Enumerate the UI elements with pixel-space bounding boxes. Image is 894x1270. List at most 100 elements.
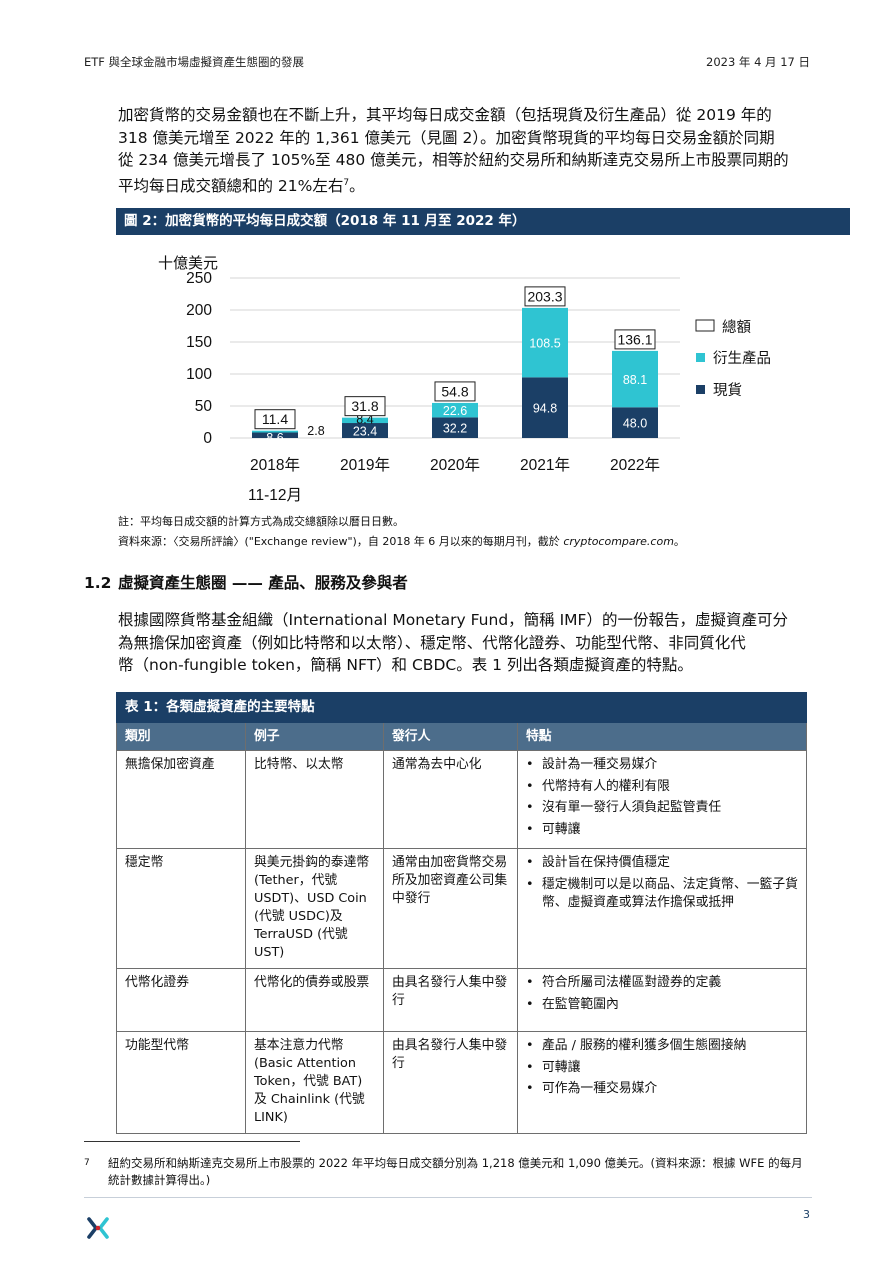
chart-source-end: 。 bbox=[673, 535, 685, 548]
footnote-ref[interactable]: 7 bbox=[343, 177, 350, 188]
chart-source: 資料來源：〈交易所評論〉("Exchange review")，自 2018 年… bbox=[118, 533, 685, 549]
total-label: 136.1 bbox=[617, 331, 652, 347]
bar-derivatives bbox=[432, 402, 478, 418]
intro-paragraph: 加密貨幣的交易金額也在不斷上升，其平均每日成交金額（包括現貨及衍生產品）從 20… bbox=[118, 104, 812, 197]
feature-item: 設計為一種交易媒介 bbox=[526, 756, 798, 774]
data-label-derivatives: 8.4 bbox=[356, 413, 373, 427]
total-label-box bbox=[344, 396, 386, 417]
hkex-logo-icon bbox=[87, 1217, 109, 1239]
bar-derivatives bbox=[342, 417, 388, 424]
feature-item: 在監管範圍內 bbox=[526, 996, 798, 1014]
x-tick-sublabel: 11-12月 bbox=[248, 487, 302, 504]
y-tick-label: 150 bbox=[186, 334, 212, 351]
legend-swatch-total bbox=[695, 319, 715, 332]
feature-item: 穩定機制可以是以商品、法定貨幣、一籃子貨幣、虛擬資產或算法作擔保或抵押 bbox=[526, 876, 798, 912]
legend-label-spot: 現貨 bbox=[713, 382, 742, 399]
legend-swatch-derivatives bbox=[696, 353, 705, 362]
chart-note: 註：平均每日成交額的計算方式為成交總額除以曆日日數。 bbox=[118, 515, 404, 528]
y-tick-label: 100 bbox=[186, 366, 212, 383]
data-label-derivatives: 22.6 bbox=[443, 404, 467, 418]
cell-features: 設計為一種交易媒介 代幣持有人的權利有限 沒有單一發行人須負起監管責任 可轉讓 bbox=[516, 750, 808, 849]
y-unit-label: 十億美元 bbox=[158, 255, 218, 272]
data-label-derivatives: 2.8 bbox=[307, 424, 324, 438]
cell-example: 比特幣、以太幣 bbox=[245, 750, 384, 849]
cell-category: 功能型代幣 bbox=[116, 1031, 246, 1134]
cell-features: 設計旨在保持價值穩定 穩定機制可以是以商品、法定貨幣、一籃子貨幣、虛擬資產或算法… bbox=[516, 848, 808, 969]
bar-derivatives bbox=[522, 307, 568, 378]
feature-item: 代幣持有人的權利有限 bbox=[526, 778, 798, 796]
data-label-derivatives: 88.1 bbox=[623, 373, 647, 387]
bar-spot bbox=[522, 377, 568, 438]
feature-item: 可作為一種交易媒介 bbox=[526, 1080, 798, 1098]
chart-source-site: cryptocompare.com bbox=[563, 535, 674, 548]
legend-label-total: 總額 bbox=[722, 318, 751, 336]
total-label: 54.8 bbox=[441, 383, 468, 399]
section-number: 1.2 bbox=[84, 574, 112, 592]
intro-line-end: 。 bbox=[349, 176, 365, 195]
intro-line-text: 平均每日成交額總和的 21%左右 bbox=[118, 176, 344, 195]
para-line: 根據國際貨幣基金組織（International Monetary Fund，簡… bbox=[118, 611, 788, 629]
cell-issuer: 由具名發行人集中發行 bbox=[383, 968, 518, 1032]
intro-line: 從 234 億美元增長了 105%至 480 億美元，相等於紐約交易所和納斯達克… bbox=[118, 151, 789, 169]
intro-line: 平均每日成交額總和的 21%左右7。 bbox=[118, 172, 812, 198]
bar-chart: 十億美元 0 50 100 150 200 250 8.6 2.8 11.4 2018年 11-12月… bbox=[158, 255, 771, 504]
intro-line: 加密貨幣的交易金額也在不斷上升，其平均每日成交金額（包括現貨及衍生產品）從 20… bbox=[118, 106, 772, 124]
feature-item: 可轉讓 bbox=[526, 1059, 798, 1077]
total-label-box bbox=[524, 286, 566, 307]
bar-spot bbox=[252, 432, 298, 438]
section-title: 虛擬資產生態圈 —— 產品、服務及參與者 bbox=[118, 574, 408, 592]
cell-features: 符合所屬司法權區對證券的定義 在監管範圍內 bbox=[516, 968, 808, 1032]
section-heading: 1.2 虛擬資產生態圈 —— 產品、服務及參與者 bbox=[84, 571, 408, 593]
bar-spot bbox=[342, 423, 388, 438]
footnote-text: 紐約交易所和納斯達克交易所上市股票的 2022 年平均每日成交額分別為 1,21… bbox=[108, 1156, 803, 1187]
cell-features: 產品 / 服務的權利獲多個生態圈接納 可轉讓 可作為一種交易媒介 bbox=[516, 1031, 808, 1134]
feature-item: 符合所屬司法權區對證券的定義 bbox=[526, 974, 798, 992]
bar-derivatives bbox=[252, 430, 298, 433]
y-tick-label: 50 bbox=[195, 398, 213, 415]
footnote-divider bbox=[84, 1141, 300, 1142]
bar-derivatives bbox=[612, 350, 658, 408]
footer-divider bbox=[84, 1197, 812, 1198]
table-title: 表 1：各類虛擬資產的主要特點 bbox=[115, 692, 808, 723]
footnote-number: 7 bbox=[84, 1158, 90, 1168]
x-tick-label: 2020年 bbox=[430, 456, 480, 474]
x-tick-label: 2022年 bbox=[610, 456, 660, 474]
x-tick-label: 2021年 bbox=[520, 456, 570, 474]
running-header-title: ETF 與全球金融市場虛擬資產生態圈的發展 bbox=[84, 55, 305, 69]
cell-example: 與美元掛鈎的泰達幣 (Tether，代號 USDT)、USD Coin (代號 … bbox=[245, 848, 384, 969]
cell-example: 代幣化的債券或股票 bbox=[245, 968, 384, 1032]
y-tick-label: 200 bbox=[186, 302, 212, 319]
feature-item: 沒有單一發行人須負起監管責任 bbox=[526, 799, 798, 817]
feature-item: 可轉讓 bbox=[526, 821, 798, 839]
table-header-category: 類別 bbox=[116, 722, 246, 751]
chart-source-text: 資料來源：〈交易所評論〉("Exchange review")，自 2018 年… bbox=[118, 535, 564, 548]
cell-issuer: 由具名發行人集中發行 bbox=[383, 1031, 518, 1134]
data-label-derivatives: 108.5 bbox=[529, 337, 560, 351]
total-label: 31.8 bbox=[351, 398, 378, 414]
bar-spot bbox=[432, 417, 478, 438]
data-label-spot: 32.2 bbox=[443, 422, 467, 436]
x-tick-label: 2018年 bbox=[250, 456, 300, 474]
cell-category: 無擔保加密資產 bbox=[116, 750, 246, 849]
feature-item: 產品 / 服務的權利獲多個生態圈接納 bbox=[526, 1037, 798, 1055]
table-row: 功能型代幣 基本注意力代幣 (Basic Attention Token，代號 … bbox=[116, 1031, 808, 1134]
data-label-spot: 48.0 bbox=[623, 417, 647, 431]
table-row: 穩定幣 與美元掛鈎的泰達幣 (Tether，代號 USDT)、USD Coin … bbox=[116, 848, 808, 969]
table-row: 無擔保加密資產 比特幣、以太幣 通常為去中心化 設計為一種交易媒介 代幣持有人的… bbox=[116, 750, 808, 849]
total-label: 203.3 bbox=[527, 288, 562, 304]
table-row: 代幣化證券 代幣化的債券或股票 由具名發行人集中發行 符合所屬司法權區對證券的定… bbox=[116, 968, 808, 1032]
table-header-features: 特點 bbox=[516, 722, 808, 751]
para-line: 幣（non-fungible token，簡稱 NFT）和 CBDC。表 1 列… bbox=[118, 656, 693, 674]
features-table: 表 1：各類虛擬資產的主要特點 類別 例子 發行人 特點 無擔保加密資產 比特幣… bbox=[115, 692, 808, 1134]
table-header-issuer: 發行人 bbox=[383, 722, 518, 751]
cell-category: 穩定幣 bbox=[116, 848, 246, 969]
legend-swatch-spot bbox=[696, 385, 705, 394]
total-label-box bbox=[614, 329, 656, 350]
footnote: 7 紐約交易所和納斯達克交易所上市股票的 2022 年平均每日成交額分別為 1,… bbox=[84, 1155, 814, 1189]
table-header-example: 例子 bbox=[245, 722, 384, 751]
bar-spot bbox=[612, 407, 658, 438]
running-header-date: 2023 年 4 月 17 日 bbox=[706, 55, 810, 69]
data-label-spot: 23.4 bbox=[353, 425, 377, 439]
cell-category: 代幣化證券 bbox=[116, 968, 246, 1032]
data-label-spot: 8.6 bbox=[266, 431, 283, 445]
